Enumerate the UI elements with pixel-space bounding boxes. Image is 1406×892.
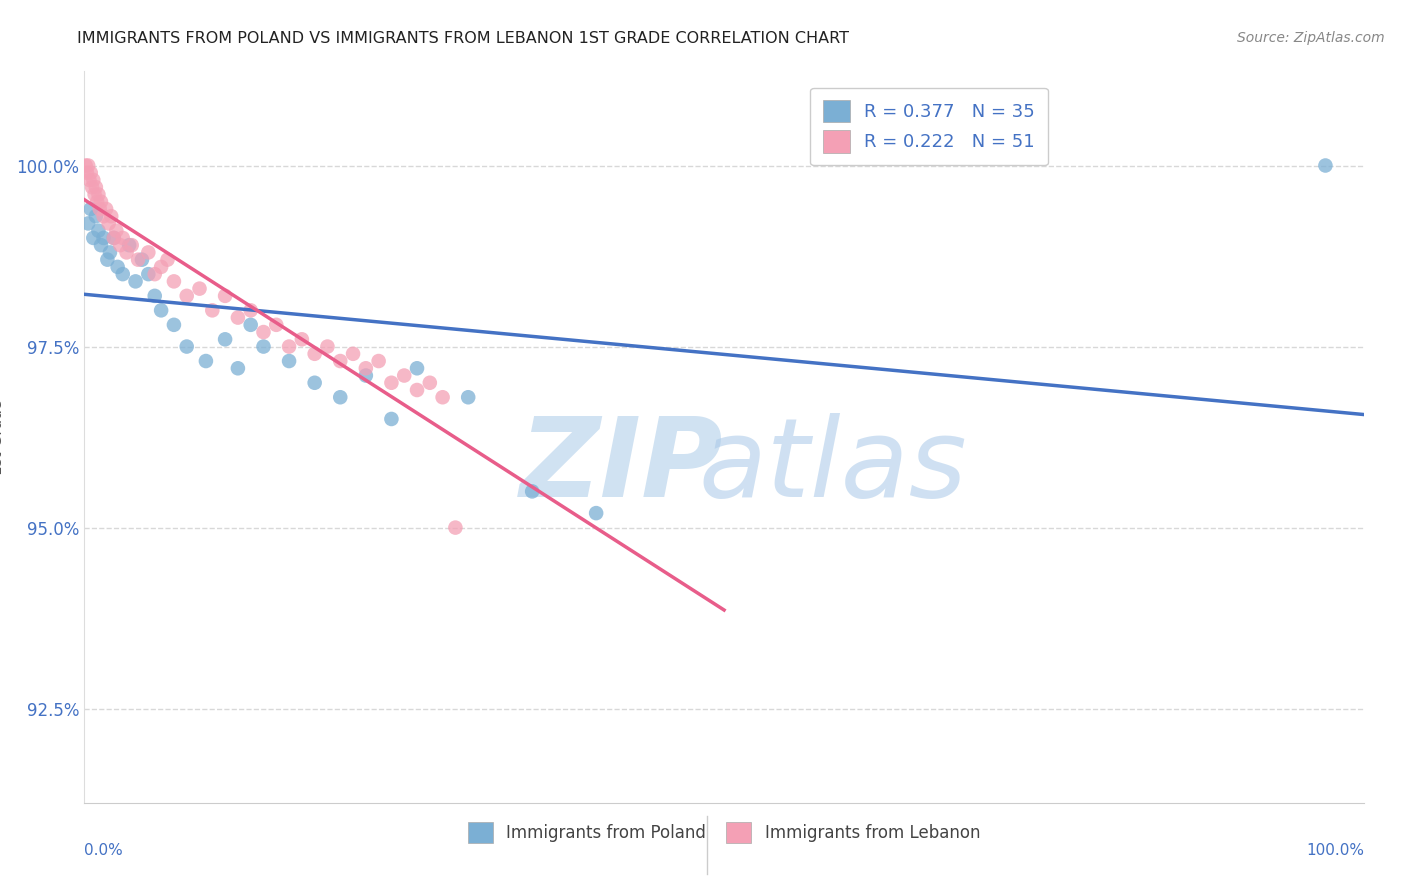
Point [143,289,166,303]
Point [98,245,121,260]
Point [214,332,236,346]
Point [394,368,416,383]
Point [188,282,211,296]
Point [127,252,149,267]
Text: atlas: atlas [699,413,967,520]
Point [406,383,429,397]
Point [457,390,479,404]
Point [143,267,166,281]
Point [111,267,134,281]
Point [87,187,110,202]
Point [103,231,125,245]
Point [80,166,103,180]
Point [76,166,98,180]
Point [239,318,262,332]
Point [82,231,104,245]
Point [75,159,97,173]
Point [176,340,198,354]
Y-axis label: 1st Grade: 1st Grade [0,400,6,475]
Point [84,180,107,194]
Point [367,354,389,368]
Point [124,274,146,288]
Point [329,354,352,368]
Point [252,340,274,354]
Point [82,173,104,187]
Point [90,238,112,252]
Point [1315,159,1337,173]
Text: 100.0%: 100.0% [1306,843,1364,857]
Point [80,202,103,216]
Point [304,376,326,390]
Point [278,354,301,368]
Point [103,231,125,245]
Point [522,484,544,499]
Point [150,260,173,274]
Point [201,303,224,318]
Point [121,238,143,252]
Point [156,252,179,267]
Point [94,202,117,216]
Point [304,347,326,361]
Point [278,340,301,354]
Point [105,224,128,238]
Point [96,252,118,267]
Point [239,303,262,318]
Point [444,520,467,534]
Point [90,194,112,209]
Text: IMMIGRANTS FROM POLAND VS IMMIGRANTS FROM LEBANON 1ST GRADE CORRELATION CHART: IMMIGRANTS FROM POLAND VS IMMIGRANTS FRO… [77,31,849,46]
Point [163,318,186,332]
Text: 0.0%: 0.0% [84,843,124,857]
Point [432,390,454,404]
Point [77,216,100,230]
Point [100,209,122,223]
Point [108,238,131,252]
Point [176,289,198,303]
Point [87,224,110,238]
Point [380,376,402,390]
Point [406,361,429,376]
Point [194,354,217,368]
Text: Source: ZipAtlas.com: Source: ZipAtlas.com [1237,31,1385,45]
Point [226,310,249,325]
Point [380,412,402,426]
Point [97,216,120,230]
Point [89,202,111,216]
Point [226,361,249,376]
Point [86,194,108,209]
Point [138,245,160,260]
Point [264,318,288,332]
Point [138,267,160,281]
Point [252,325,274,339]
Point [107,260,129,274]
Point [150,303,173,318]
Point [111,231,134,245]
Point [93,231,115,245]
Legend: Immigrants from Poland, Immigrants from Lebanon: Immigrants from Poland, Immigrants from … [461,815,987,849]
Point [131,252,153,267]
Text: ZIP: ZIP [520,413,724,520]
Point [585,506,607,520]
Point [83,187,105,202]
Point [163,274,186,288]
Point [79,173,101,187]
Point [354,361,377,376]
Point [342,347,364,361]
Point [115,245,138,260]
Point [291,332,314,346]
Point [316,340,339,354]
Point [214,289,236,303]
Point [80,180,103,194]
Point [354,368,377,383]
Point [329,390,352,404]
Point [77,159,100,173]
Point [84,209,107,223]
Point [118,238,141,252]
Point [93,209,115,223]
Point [419,376,441,390]
